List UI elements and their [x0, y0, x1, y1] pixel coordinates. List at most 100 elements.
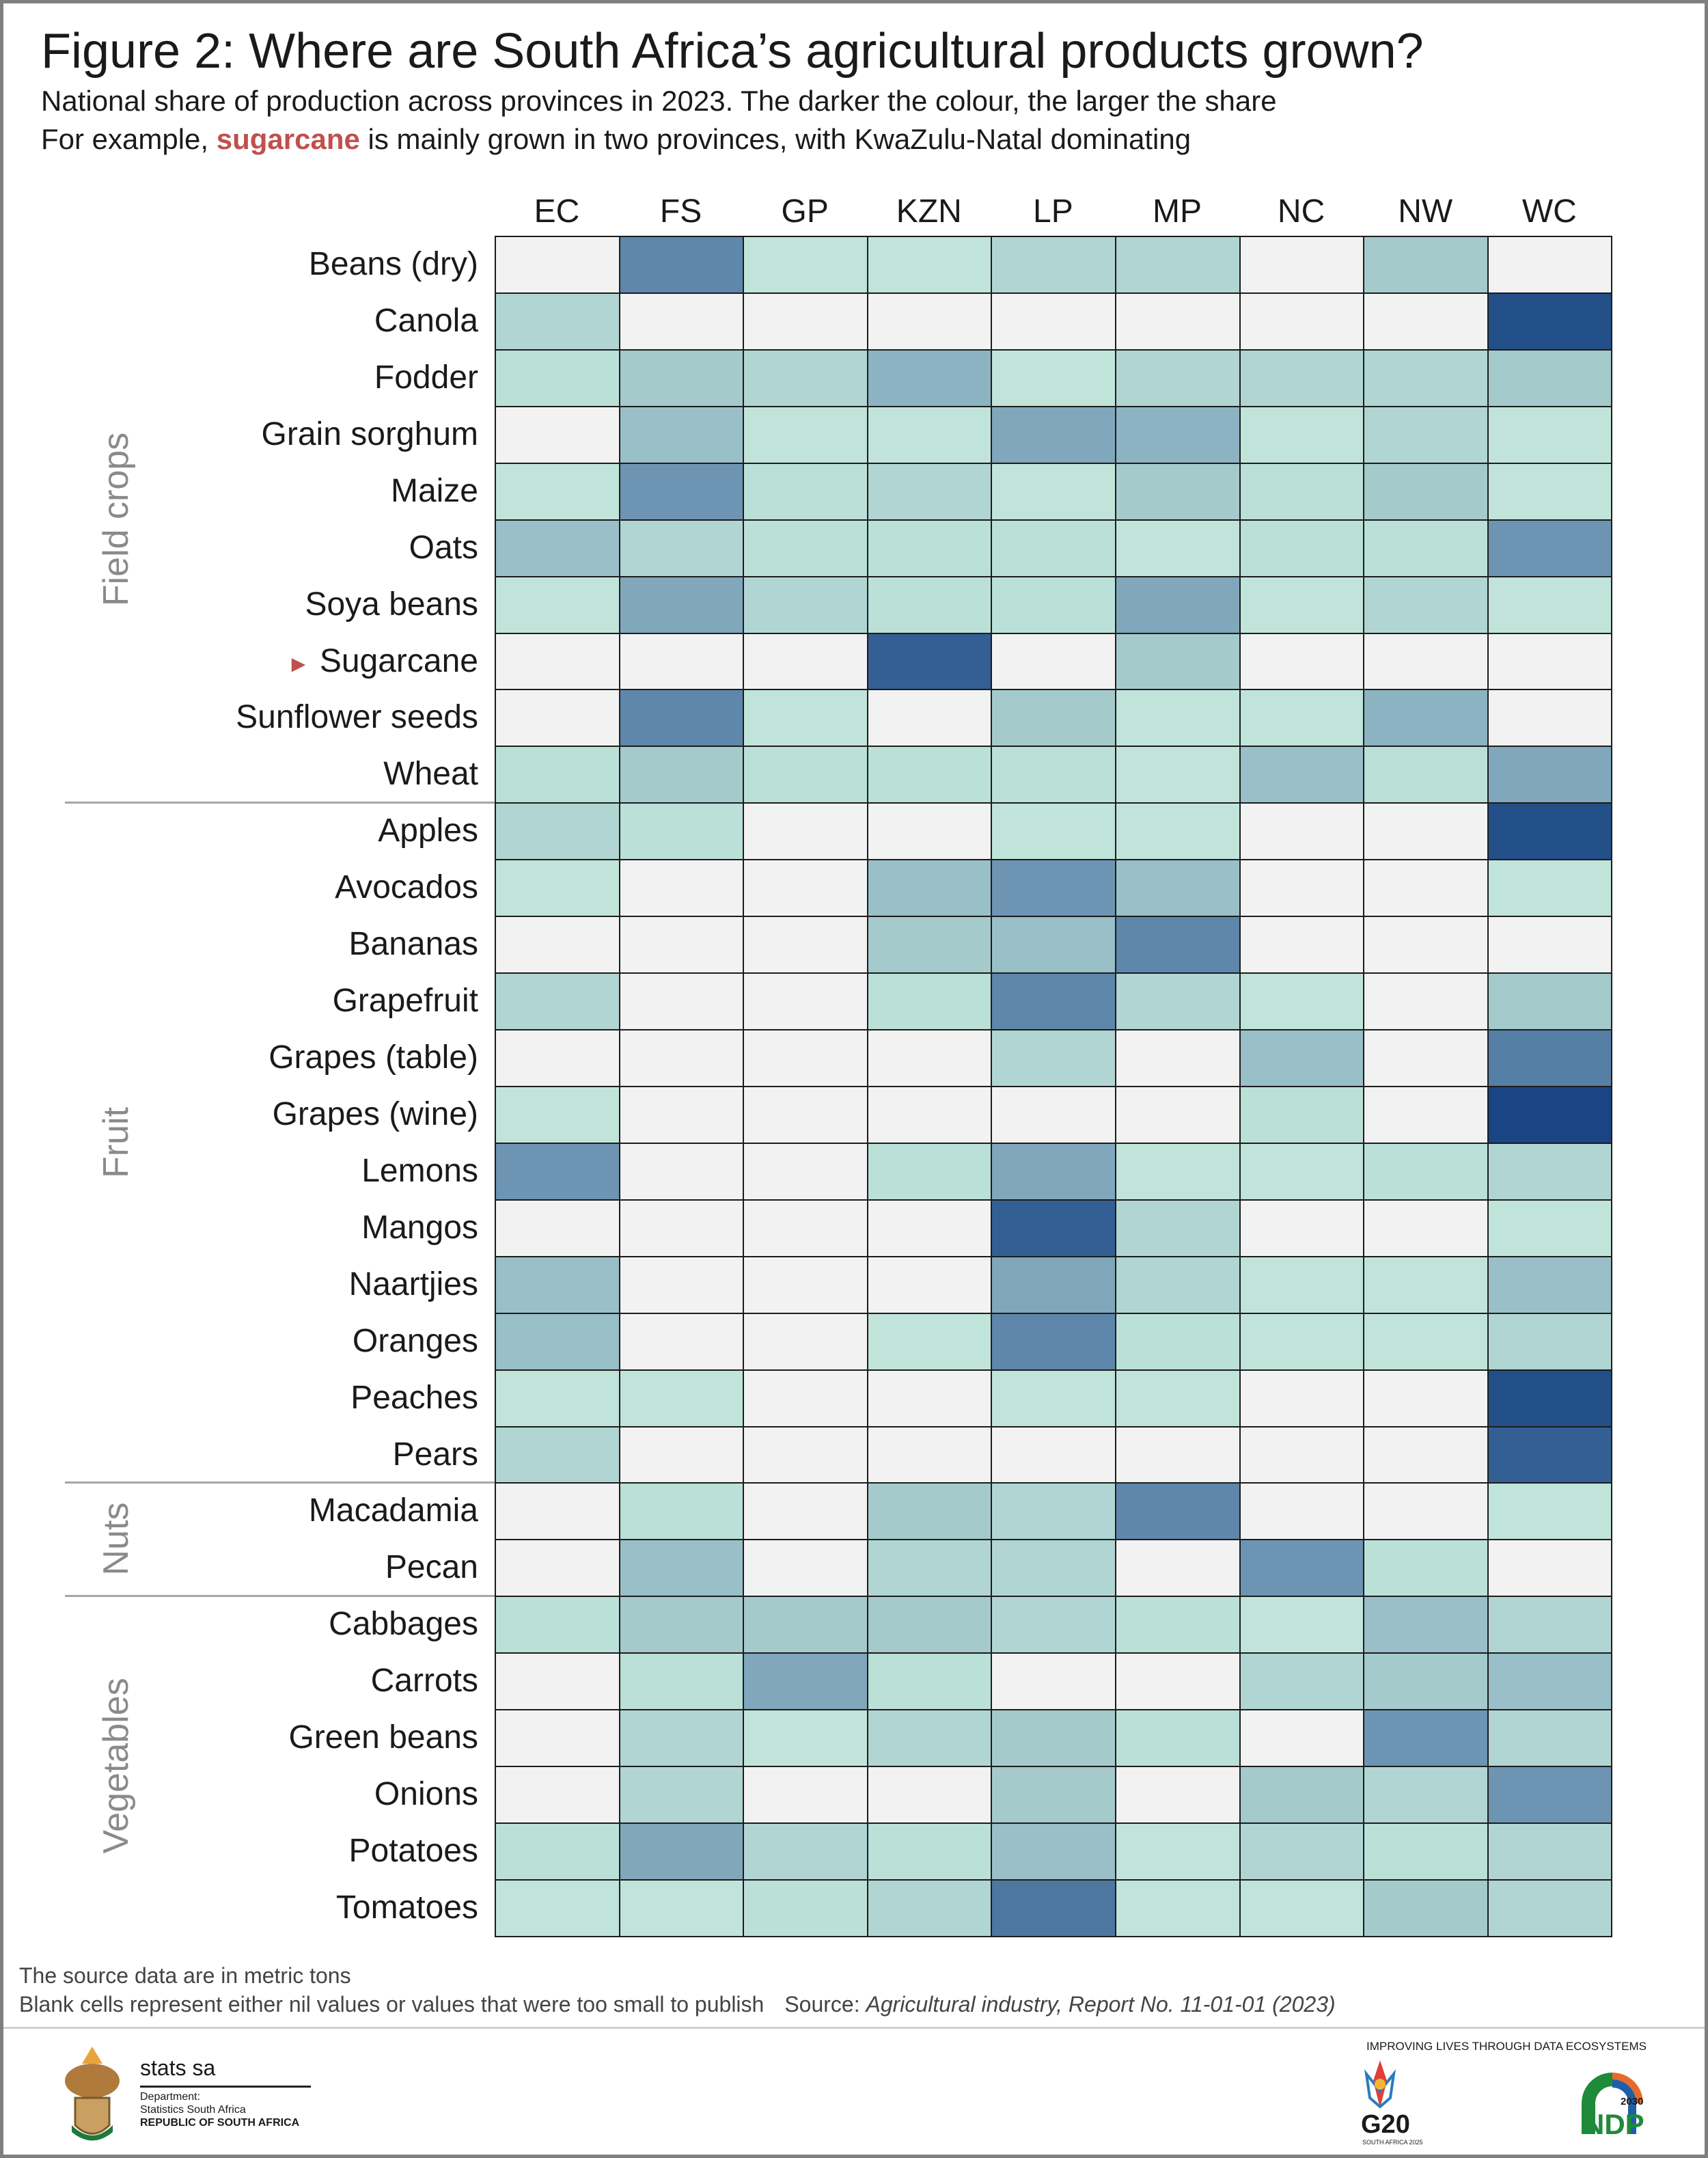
heatmap-cell-pears-kzn	[866, 1425, 993, 1484]
heatmap-cell-avocados-gp	[743, 859, 868, 918]
row-label-text: Peaches	[350, 1379, 478, 1416]
row-label: Potatoes	[349, 1822, 478, 1879]
heatmap-cell-grapes-table-wc	[1487, 1029, 1613, 1087]
heatmap-cell-naartjies-kzn	[866, 1255, 993, 1314]
statssa-dept: Department:	[140, 2091, 201, 2103]
heatmap-cell-maize-kzn	[866, 462, 993, 521]
heatmap-cell-soya-beans-gp	[743, 575, 868, 634]
group-label: Vegetables	[96, 1678, 136, 1854]
heatmap-cell-cabbages-nc	[1239, 1596, 1365, 1654]
heatmap-cell-oranges-nc	[1239, 1312, 1365, 1371]
heatmap-cell-onions-ec	[495, 1766, 620, 1825]
heatmap-cell-pecan-mp	[1115, 1539, 1241, 1598]
heatmap-cell-potatoes-wc	[1487, 1822, 1613, 1881]
heatmap-cell-tomatoes-nw	[1363, 1879, 1489, 1937]
row-label-text: Tomatoes	[335, 1889, 478, 1926]
heatmap-cell-naartjies-ec	[495, 1255, 620, 1314]
heatmap-cell-sugarcane-gp	[743, 632, 868, 691]
heatmap-cell-canola-mp	[1115, 292, 1241, 351]
heatmap-cell-grain-sorghum-nc	[1239, 405, 1365, 464]
subtitle-line-2: For example, sugarcane is mainly grown i…	[41, 123, 1191, 156]
heatmap-cell-grain-sorghum-gp	[743, 405, 868, 464]
heatmap-cell-peaches-nc	[1239, 1369, 1365, 1428]
heatmap-cell-soya-beans-ec	[495, 575, 620, 634]
heatmap-cell-macadamia-ec	[495, 1482, 620, 1541]
heatmap-cell-grain-sorghum-mp	[1115, 405, 1241, 464]
heatmap-cell-oats-mp	[1115, 519, 1241, 577]
statssa-org: Statistics South Africa	[140, 2104, 246, 2116]
heatmap-cell-peaches-gp	[743, 1369, 868, 1428]
row-label: Canola	[374, 292, 478, 349]
heatmap-cell-oranges-wc	[1487, 1312, 1613, 1371]
heatmap-cell-fodder-gp	[743, 349, 868, 407]
heatmap-cell-carrots-ec	[495, 1652, 620, 1711]
tagline: IMPROVING LIVES THROUGH DATA ECOSYSTEMS	[1366, 2040, 1647, 2053]
heatmap-cell-grapes-table-mp	[1115, 1029, 1241, 1087]
heatmap-cell-sunflower-seeds-ec	[495, 689, 620, 748]
heatmap-cell-cabbages-mp	[1115, 1596, 1241, 1654]
heatmap-cell-pears-gp	[743, 1425, 868, 1484]
row-label-text: Bananas	[348, 926, 479, 963]
heatmap-cell-beans-dry-wc	[1487, 236, 1613, 294]
heatmap-cell-tomatoes-mp	[1115, 1879, 1241, 1937]
statssa-name: stats sa	[140, 2055, 216, 2080]
heatmap-cell-lemons-nw	[1363, 1142, 1489, 1201]
heatmap-cell-apples-ec	[495, 802, 620, 861]
heatmap-cell-grapes-table-nw	[1363, 1029, 1489, 1087]
group-separator	[65, 1595, 495, 1598]
row-label-text: Apples	[378, 812, 478, 849]
heatmap-cell-tomatoes-wc	[1487, 1879, 1613, 1937]
column-header-nc: NC	[1277, 193, 1325, 230]
column-header-wc: WC	[1521, 193, 1577, 230]
heatmap-cell-canola-nw	[1363, 292, 1489, 351]
heatmap-cell-grapefruit-ec	[495, 972, 620, 1030]
row-label: Cabbages	[329, 1596, 478, 1652]
heatmap-cell-wheat-wc	[1487, 746, 1613, 804]
heatmap-cell-macadamia-fs	[618, 1482, 745, 1541]
heatmap-cell-canola-kzn	[866, 292, 993, 351]
row-label: Oranges	[353, 1313, 478, 1369]
heatmap-cell-pears-mp	[1115, 1425, 1241, 1484]
row-label: Mangos	[361, 1199, 478, 1256]
heatmap-cell-grapefruit-fs	[618, 972, 745, 1030]
heatmap-cell-sugarcane-mp	[1115, 632, 1241, 691]
heatmap-cell-grain-sorghum-nw	[1363, 405, 1489, 464]
heatmap-cell-sunflower-seeds-nw	[1363, 689, 1489, 748]
heatmap-cell-fodder-nw	[1363, 349, 1489, 407]
heatmap-cell-peaches-lp	[991, 1369, 1116, 1428]
heatmap-cell-grapes-wine-nw	[1363, 1085, 1489, 1144]
heatmap-cell-grapes-table-fs	[618, 1029, 745, 1087]
row-label-text: Grapes (table)	[268, 1039, 478, 1076]
heatmap-cell-sunflower-seeds-kzn	[866, 689, 993, 748]
heatmap-cell-grapes-table-lp	[991, 1029, 1116, 1087]
heatmap-cell-grapes-wine-wc	[1487, 1085, 1613, 1144]
heatmap-cell-mangos-nw	[1363, 1199, 1489, 1257]
heatmap-cell-bananas-nc	[1239, 916, 1365, 974]
heatmap-cell-fodder-fs	[618, 349, 745, 407]
chart-title: Figure 2: Where are South Africa’s agric…	[41, 24, 1424, 79]
heatmap-cell-grain-sorghum-wc	[1487, 405, 1613, 464]
heatmap-cell-cabbages-kzn	[866, 1596, 993, 1654]
heatmap-cell-carrots-kzn	[866, 1652, 993, 1711]
heatmap-cell-onions-mp	[1115, 1766, 1241, 1825]
heatmap-cell-carrots-mp	[1115, 1652, 1241, 1711]
heatmap-cell-avocados-fs	[618, 859, 745, 918]
heatmap-cell-avocados-wc	[1487, 859, 1613, 918]
heatmap-cell-grapes-wine-gp	[743, 1085, 868, 1144]
heatmap-cell-pears-nc	[1239, 1425, 1365, 1484]
heatmap-cell-grapefruit-lp	[991, 972, 1116, 1030]
heatmap-cell-onions-nw	[1363, 1766, 1489, 1825]
heatmap-cell-fodder-wc	[1487, 349, 1613, 407]
group-label: Field crops	[96, 432, 136, 606]
heatmap-cell-sunflower-seeds-fs	[618, 689, 745, 748]
g20-emblem-icon	[1363, 2060, 1397, 2112]
heatmap-cell-lemons-fs	[618, 1142, 745, 1201]
heatmap-cell-avocados-kzn	[866, 859, 993, 918]
heatmap-cell-potatoes-nc	[1239, 1822, 1365, 1881]
heatmap-cell-canola-nc	[1239, 292, 1365, 351]
heatmap-cell-lemons-mp	[1115, 1142, 1241, 1201]
heatmap-cell-oats-wc	[1487, 519, 1613, 577]
heatmap-cell-potatoes-gp	[743, 1822, 868, 1881]
heatmap-cell-carrots-lp	[991, 1652, 1116, 1711]
heatmap-cell-macadamia-nc	[1239, 1482, 1365, 1541]
